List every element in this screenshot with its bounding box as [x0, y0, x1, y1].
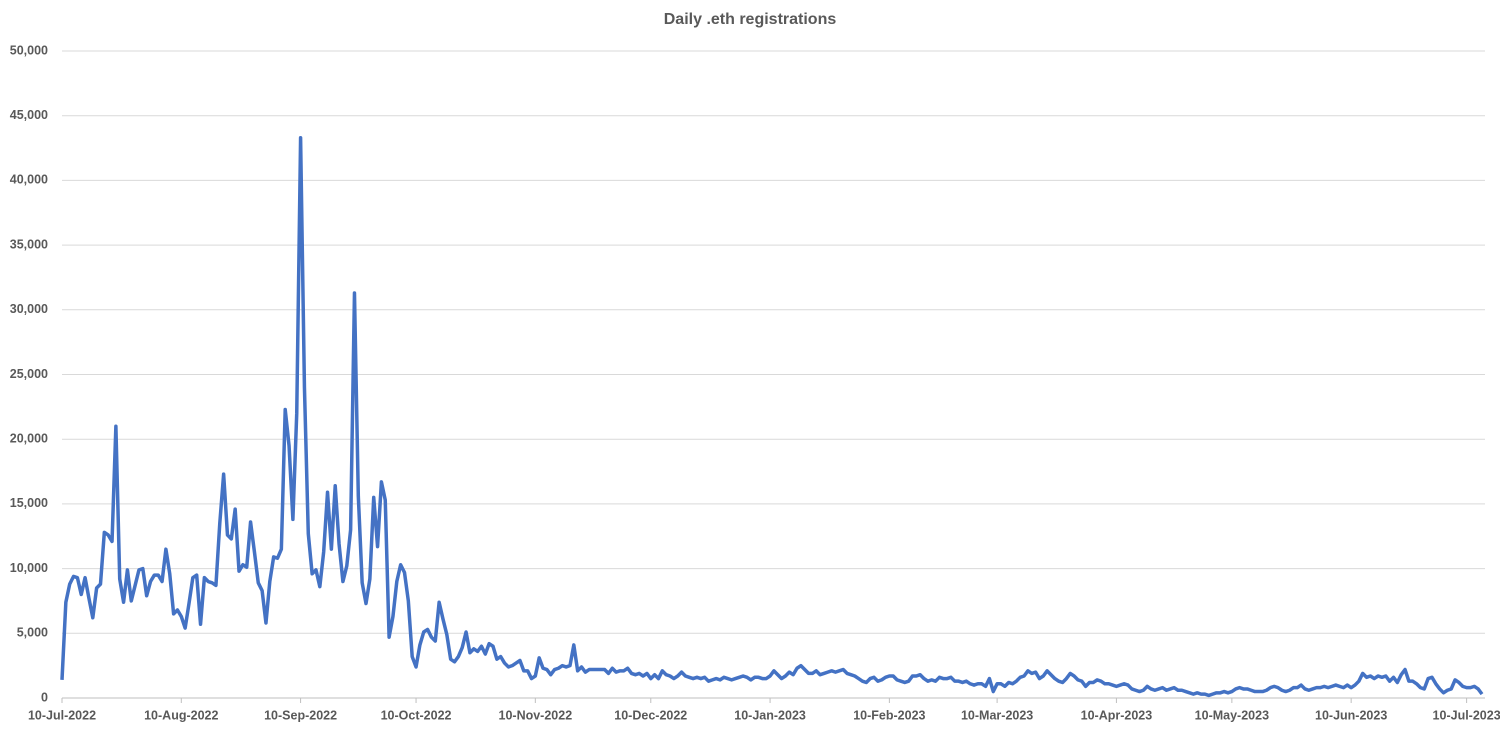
- x-tick-label: 10-Oct-2022: [381, 708, 452, 722]
- y-tick-label: 30,000: [10, 302, 48, 316]
- x-tick-label: 10-Jul-2023: [1433, 708, 1500, 722]
- y-tick-label: 5,000: [17, 626, 48, 640]
- y-tick-label: 0: [41, 690, 48, 704]
- y-tick-label: 50,000: [10, 43, 48, 57]
- chart-title: Daily .eth registrations: [664, 11, 837, 28]
- y-tick-label: 25,000: [10, 367, 48, 381]
- y-tick-label: 10,000: [10, 561, 48, 575]
- y-tick-label: 40,000: [10, 173, 48, 187]
- x-tick-label: 10-Nov-2022: [499, 708, 573, 722]
- x-tick-label: 10-Apr-2023: [1081, 708, 1153, 722]
- y-tick-label: 15,000: [10, 496, 48, 510]
- x-tick-label: 10-May-2023: [1195, 708, 1269, 722]
- data-line: [60, 135, 1484, 698]
- y-tick-label: 45,000: [10, 108, 48, 122]
- x-tick-label: 10-Jun-2023: [1315, 708, 1387, 722]
- x-tick-label: 10-Mar-2023: [961, 708, 1033, 722]
- x-tick-label: 10-Feb-2023: [853, 708, 925, 722]
- x-tick-label: 10-Jan-2023: [734, 708, 806, 722]
- y-tick-label: 35,000: [10, 237, 48, 251]
- y-tick-label: 20,000: [10, 431, 48, 445]
- x-tick-label: 10-Aug-2022: [144, 708, 218, 722]
- x-tick-label: 10-Dec-2022: [614, 708, 687, 722]
- x-tick-label: 10-Sep-2022: [264, 708, 337, 722]
- x-tick-label: 10-Jul-2022: [28, 708, 96, 722]
